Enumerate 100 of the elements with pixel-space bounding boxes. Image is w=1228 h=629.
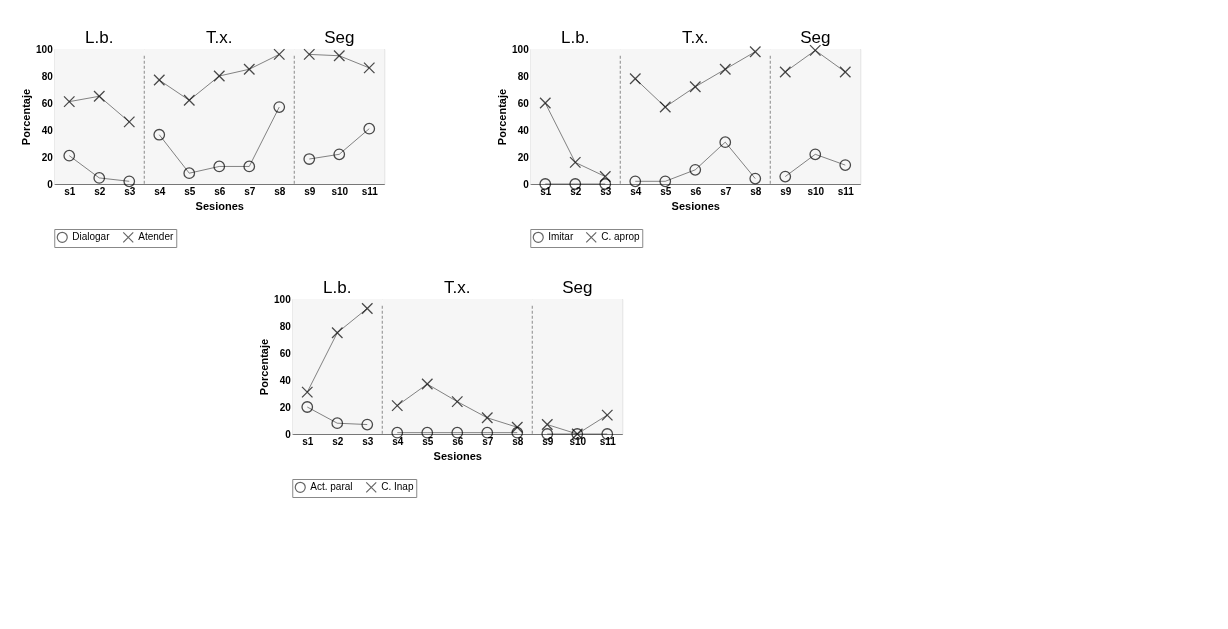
y-axis-title: Porcentaje [20, 88, 33, 146]
y-tick-label: 100 [512, 43, 530, 55]
point [363, 122, 376, 135]
band-label: L.b. [561, 28, 590, 47]
point [361, 418, 374, 431]
x-tick-label: s9 [542, 435, 554, 447]
x-tick-label: s1 [64, 185, 76, 197]
x-tick-label: s7 [720, 185, 732, 197]
point [599, 170, 612, 183]
x-tick-label: s7 [244, 185, 256, 197]
y-axis-title: Porcentaje [496, 88, 509, 146]
legend-label: Dialogar [72, 231, 111, 243]
x-tick-label: s7 [482, 435, 494, 447]
x-tick-label: s5 [660, 185, 672, 197]
point [153, 128, 166, 141]
y-tick-label: 40 [279, 374, 292, 386]
x-tick-label: s3 [600, 185, 612, 197]
y-tick-label: 20 [517, 151, 530, 163]
point [123, 116, 136, 128]
point [303, 153, 316, 165]
point [779, 66, 792, 78]
x-tick-label: s6 [690, 185, 702, 197]
x-tick-label: s1 [302, 435, 314, 447]
point [63, 149, 76, 162]
point [839, 66, 852, 78]
y-tick-label: 100 [36, 43, 54, 55]
y-tick-label: 80 [279, 320, 292, 332]
point [659, 175, 672, 188]
point [331, 326, 344, 339]
x-tick-label: s10 [569, 435, 587, 447]
y-tick-label: 20 [279, 401, 292, 413]
y-tick-label: 20 [41, 151, 54, 163]
band-label: T.x. [444, 278, 471, 297]
x-tick-label: s1 [540, 185, 552, 197]
legend-label: Imitar [548, 231, 574, 243]
legend-label: C. Inap [381, 481, 414, 493]
x-tick-label: s6 [214, 185, 226, 197]
x-tick-label: s5 [422, 435, 434, 447]
band-label: L.b. [85, 28, 114, 47]
point [333, 49, 346, 62]
legend-label: C. aprop [601, 231, 641, 243]
point [243, 160, 256, 173]
point [749, 172, 762, 185]
point [63, 95, 76, 108]
point [839, 159, 852, 171]
x-tick-label: s4 [630, 185, 642, 197]
x-tick-label: s6 [452, 435, 464, 447]
x-tick-label: s4 [154, 185, 166, 197]
y-tick-label: 0 [523, 178, 530, 190]
x-tick-label: s5 [184, 185, 196, 197]
band-label: Seg [800, 28, 831, 47]
point [243, 63, 256, 76]
point [183, 167, 196, 180]
point [601, 409, 614, 421]
point [213, 160, 226, 173]
point [719, 136, 732, 149]
y-tick-label: 60 [41, 97, 54, 109]
x-tick-label: s4 [392, 435, 404, 447]
point [541, 418, 554, 431]
x-tick-label: s8 [750, 185, 762, 197]
y-tick-label: 60 [279, 347, 292, 359]
x-tick-label: s8 [512, 435, 524, 447]
band-label: Seg [562, 278, 593, 297]
point [333, 148, 346, 161]
x-tick-label: s11 [599, 435, 617, 447]
point [659, 101, 672, 113]
point [123, 175, 136, 188]
point [363, 62, 376, 74]
band-label: T.x. [682, 28, 709, 47]
point [273, 48, 286, 61]
y-tick-label: 80 [517, 70, 530, 82]
x-tick-label: s9 [304, 185, 316, 197]
y-tick-label: 0 [47, 178, 54, 190]
point [213, 70, 226, 82]
y-tick-label: 60 [517, 97, 530, 109]
x-tick-label: s2 [332, 435, 344, 447]
y-tick-label: 40 [41, 124, 54, 136]
point [303, 48, 316, 61]
point [809, 148, 822, 161]
x-tick-label: s2 [94, 185, 106, 197]
band-label: Seg [324, 28, 355, 47]
point [273, 101, 286, 113]
x-tick-label: s10 [807, 185, 825, 197]
point [689, 80, 702, 93]
x-tick-label: s10 [331, 185, 349, 197]
y-tick-label: 100 [274, 293, 292, 305]
x-tick-label: s3 [124, 185, 136, 197]
point [629, 72, 642, 85]
point [749, 45, 762, 58]
point [689, 163, 702, 176]
legend-label: Act. paral [310, 481, 353, 493]
point [331, 417, 344, 430]
x-tick-label: s11 [361, 185, 379, 197]
point [93, 90, 106, 103]
x-axis-title: Sesiones [195, 199, 244, 212]
point [153, 74, 166, 86]
y-axis-title: Porcentaje [258, 338, 271, 396]
x-tick-label: s8 [274, 185, 286, 197]
point [93, 172, 106, 184]
y-tick-label: 0 [285, 428, 292, 440]
